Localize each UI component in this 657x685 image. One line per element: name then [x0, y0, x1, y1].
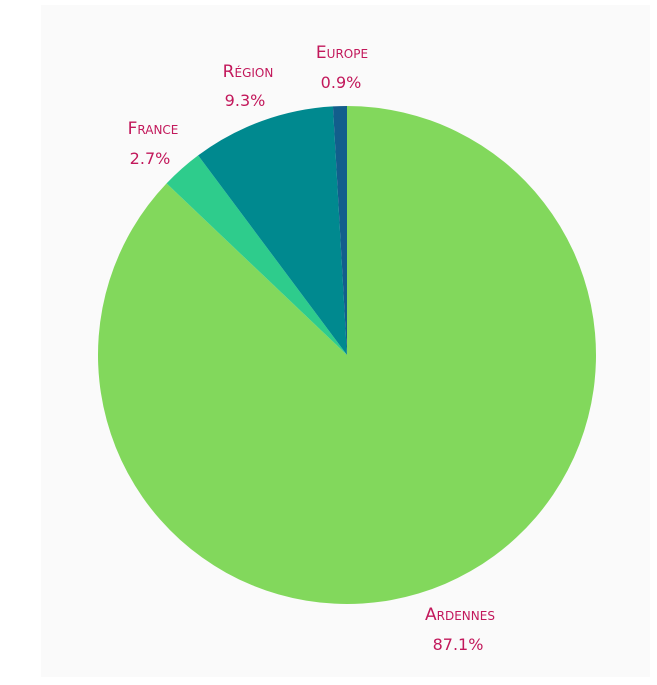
slice-label-europe-pct: 0.9% — [321, 73, 362, 92]
pie-slice-france — [166, 155, 347, 355]
pie-slice-ardennes — [97, 106, 596, 604]
pie-slices — [97, 106, 596, 604]
chart-frame: Ardennes 87.1% France 2.7% Région 9.3% E… — [41, 5, 650, 677]
pie-slice-region — [198, 106, 347, 356]
pie-slice-europe — [332, 106, 347, 355]
slice-label-france-name: France — [128, 119, 179, 139]
slice-label-ardennes-name: Ardennes — [425, 605, 495, 625]
slice-label-france-pct: 2.7% — [130, 149, 171, 168]
slice-label-region-pct: 9.3% — [225, 91, 266, 110]
slice-label-ardennes-pct: 87.1% — [433, 635, 484, 654]
slice-label-region-name: Région — [223, 62, 274, 82]
slice-label-europe-name: Europe — [316, 43, 368, 63]
pie-chart: Ardennes 87.1% France 2.7% Région 9.3% E… — [97, 43, 596, 654]
